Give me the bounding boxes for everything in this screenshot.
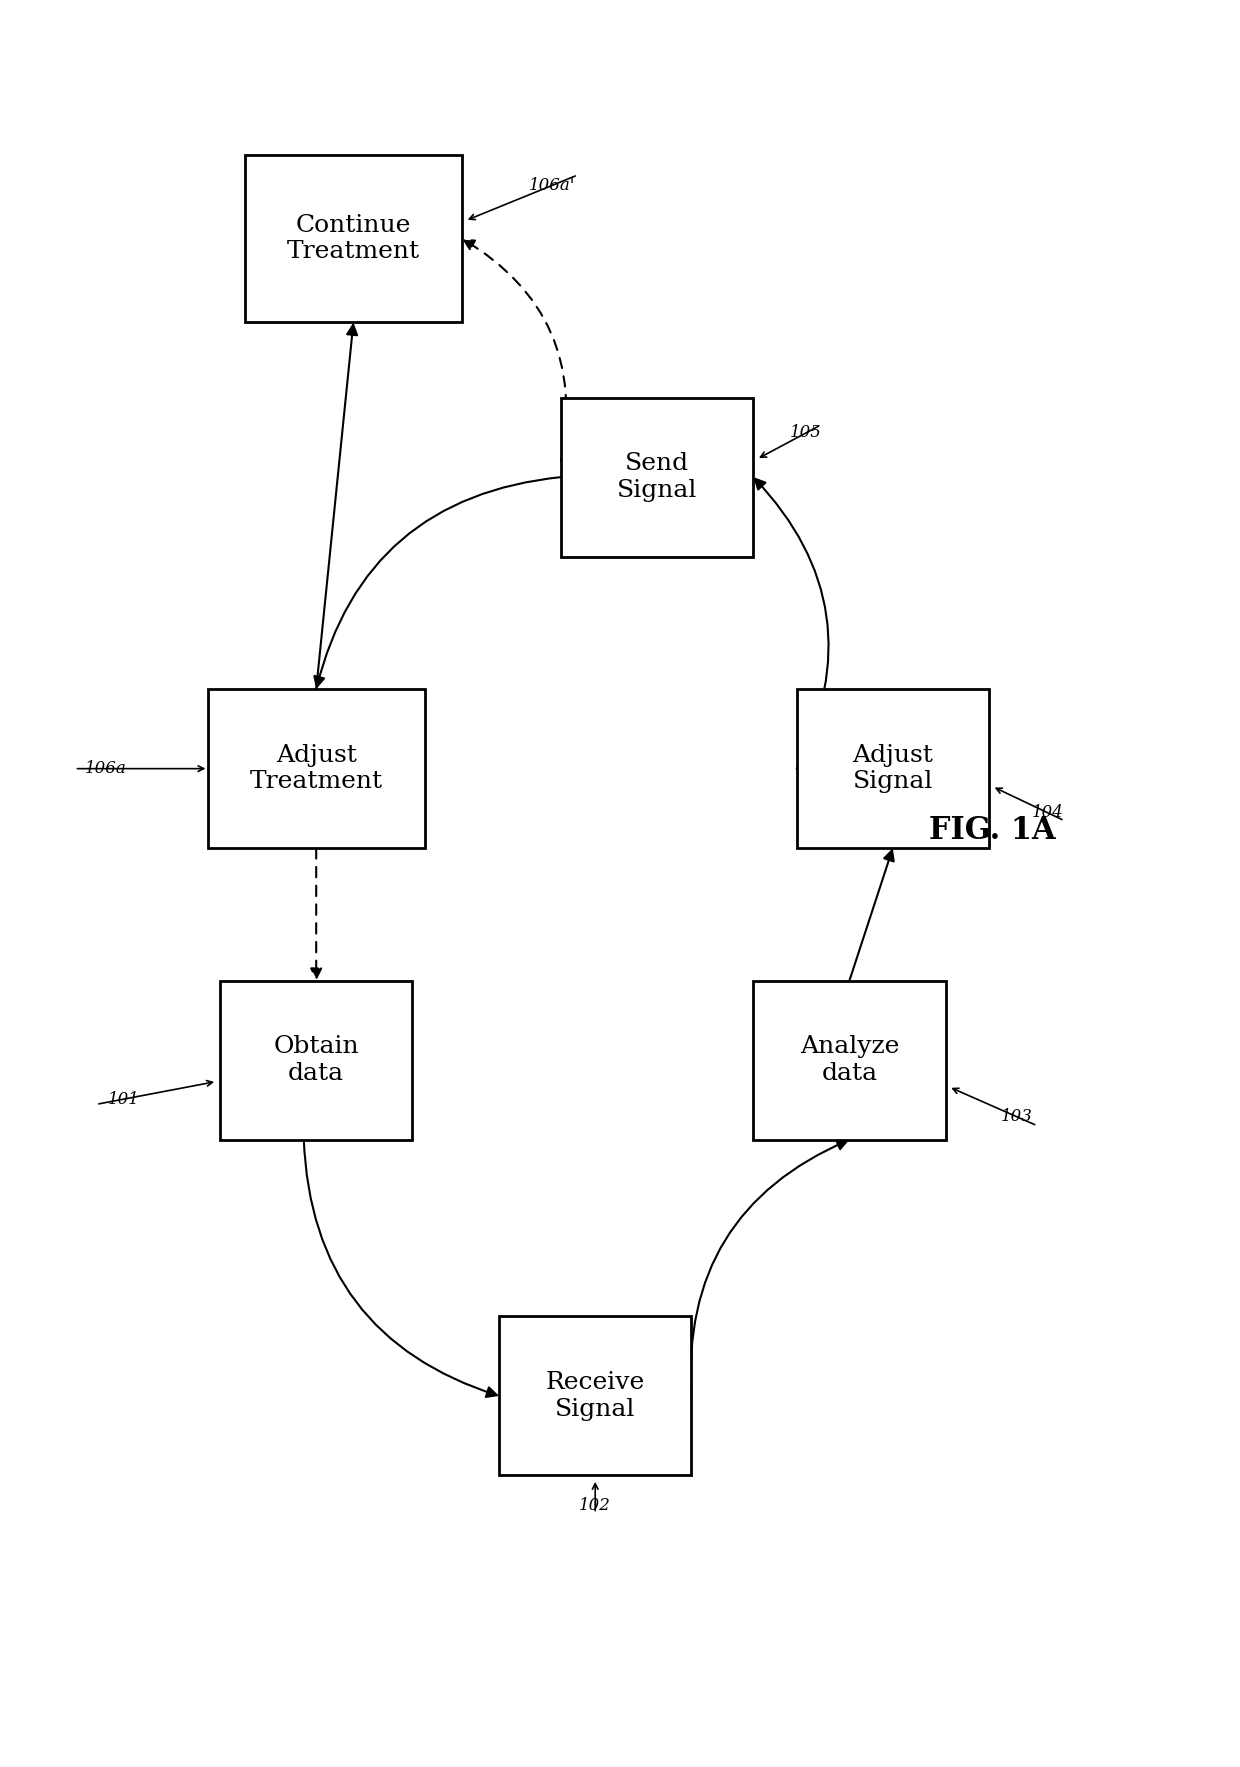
FancyArrowPatch shape [464,240,567,461]
Text: FIG. 1A: FIG. 1A [929,815,1055,846]
FancyArrowPatch shape [755,479,828,769]
Text: 103: 103 [1001,1108,1033,1126]
FancyArrowPatch shape [691,1140,847,1396]
FancyBboxPatch shape [754,981,946,1140]
Text: 101: 101 [108,1090,140,1108]
Text: Adjust
Signal: Adjust Signal [852,744,934,793]
Text: Receive
Signal: Receive Signal [546,1371,645,1421]
Text: Obtain
data: Obtain data [273,1035,360,1085]
Text: Continue
Treatment: Continue Treatment [286,214,420,263]
Text: 105: 105 [790,424,822,442]
FancyArrowPatch shape [315,477,560,687]
FancyBboxPatch shape [208,689,424,848]
Text: 104: 104 [1032,804,1064,822]
FancyBboxPatch shape [498,1316,692,1475]
FancyBboxPatch shape [560,398,754,557]
FancyBboxPatch shape [221,981,412,1140]
FancyArrowPatch shape [849,850,894,981]
Text: 102: 102 [579,1497,611,1514]
FancyBboxPatch shape [796,689,990,848]
Text: Analyze
data: Analyze data [800,1035,899,1085]
Text: 106a': 106a' [528,177,575,194]
FancyBboxPatch shape [244,155,461,322]
Text: 106a: 106a [84,760,126,777]
Text: Send
Signal: Send Signal [618,452,697,502]
FancyArrowPatch shape [311,848,321,979]
FancyArrowPatch shape [316,325,357,689]
FancyArrowPatch shape [304,1140,497,1398]
Text: Adjust
Treatment: Adjust Treatment [249,744,383,793]
